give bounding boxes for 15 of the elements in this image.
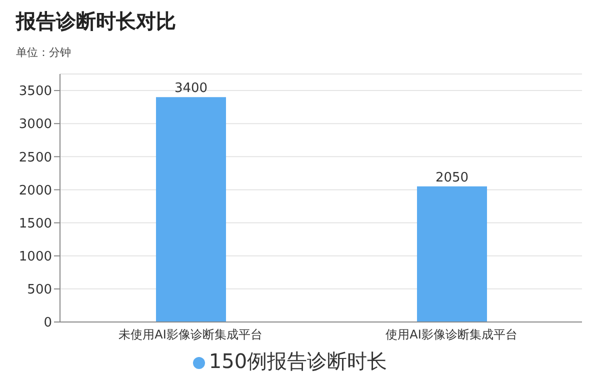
y-tick-label: 3500 [18,84,52,100]
y-tick-label: 2500 [18,150,52,166]
data-label: 3400 [174,81,208,96]
y-tick-label: 1500 [18,216,52,232]
y-tick-label: 0 [44,316,52,331]
y-tick-label: 500 [27,282,52,298]
y-tick-label: 1000 [18,249,52,264]
chart-subtitle: 单位：分钟 [16,45,72,60]
x-tick-label: 未使用AI影像诊断集成平台 [118,328,262,342]
chart-title: 报告诊断时长对比 [16,8,177,35]
y-tick-label: 2000 [18,183,52,198]
data-label: 2050 [435,170,469,186]
legend-label: 150例报告诊断时长 [208,349,388,373]
x-tick-label: 使用AI影像诊断集成平台 [386,328,518,342]
y-tick-label: 3000 [18,117,52,132]
